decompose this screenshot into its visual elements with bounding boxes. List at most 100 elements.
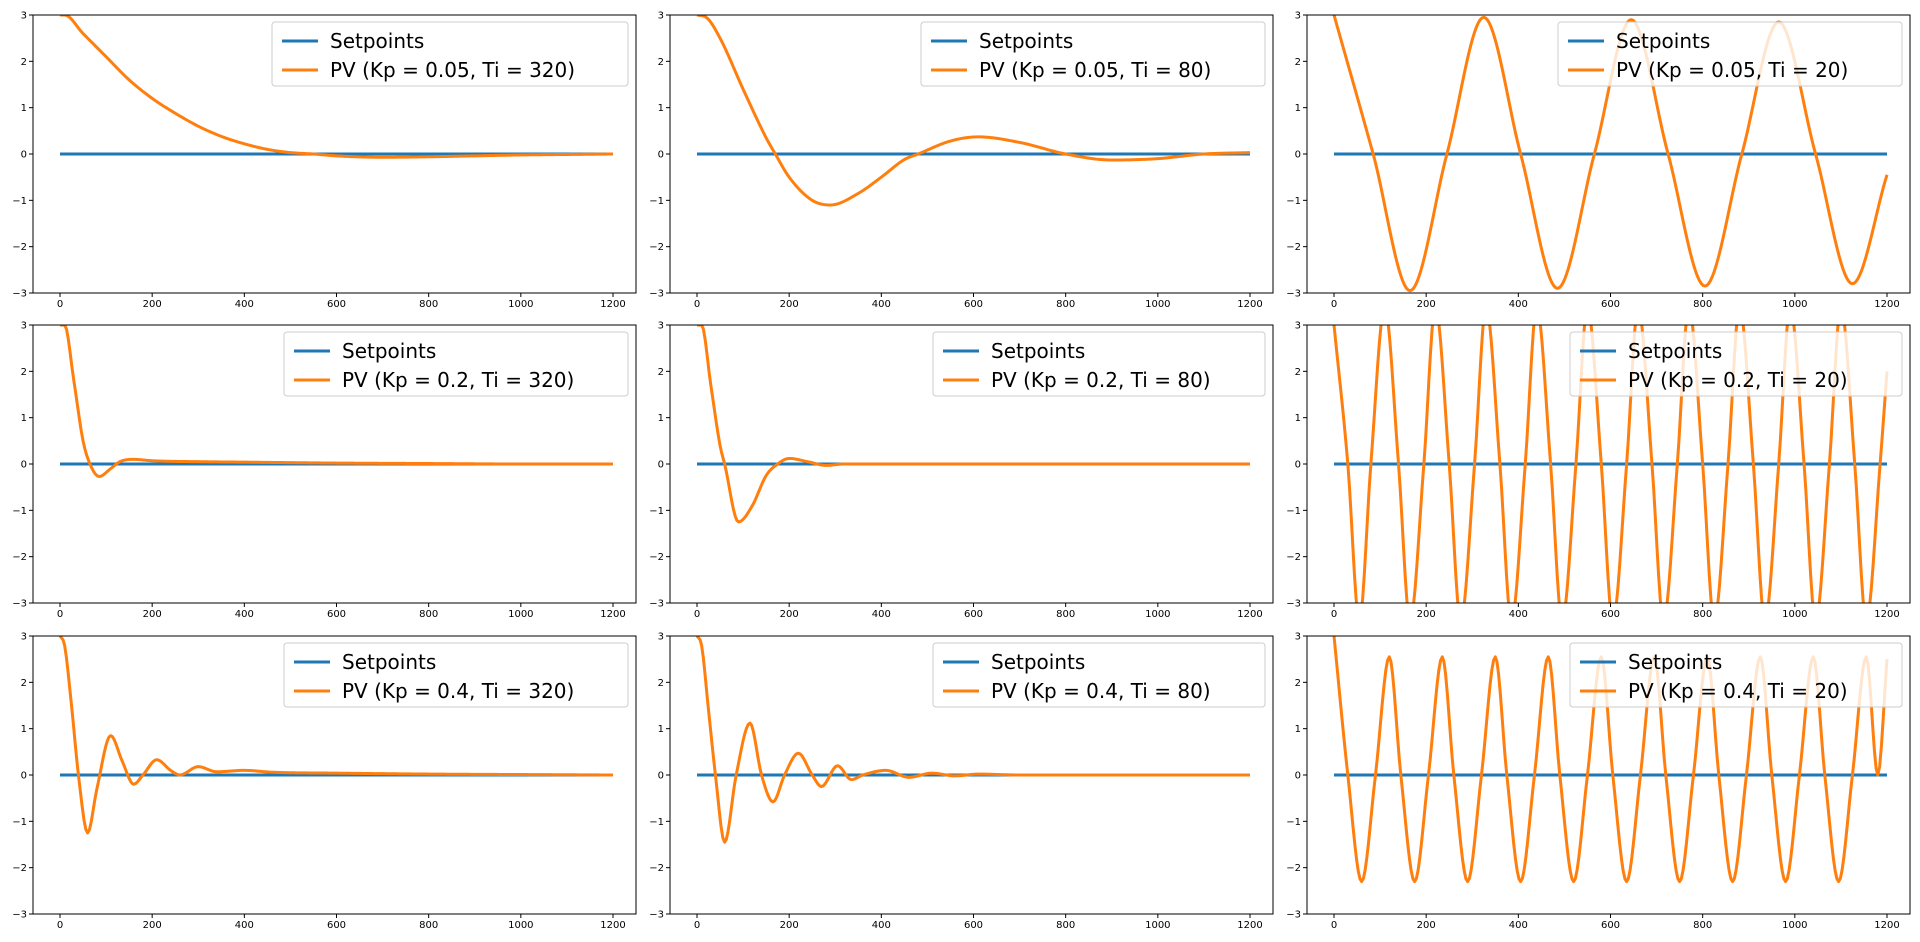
- x-tick-label: 1000: [508, 299, 533, 310]
- legend-label: PV (Kp = 0.05, Ti = 80): [979, 58, 1211, 82]
- x-tick-label: 800: [1056, 609, 1075, 620]
- legend-label: PV (Kp = 0.05, Ti = 320): [330, 58, 575, 82]
- subplot-4: 0 200 400 600 800 1000 1200 −3 −2 −1 0 1 2 3 Setpoints…: [12, 321, 637, 620]
- y-tick-label: 1: [658, 413, 664, 424]
- y-tick-label: 2: [21, 367, 27, 378]
- x-tick-label: 1000: [1782, 299, 1807, 310]
- legend: Setpoints PV (Kp = 0.2, Ti = 20): [1569, 331, 1903, 397]
- x-tick-label: 200: [1417, 299, 1436, 310]
- x-tick-label: 600: [1601, 609, 1620, 620]
- x-tick-label: 1000: [1145, 299, 1170, 310]
- subplot-6: 0 200 400 600 800 1000 1200 −3 −2 −1 0 1 2 3 Setpoints…: [1286, 321, 1911, 620]
- legend-label: PV (Kp = 0.2, Ti = 80): [991, 368, 1211, 392]
- x-tick-label: 400: [235, 920, 254, 931]
- legend-box: [932, 331, 1266, 397]
- x-tick-label: 400: [1509, 920, 1528, 931]
- y-tick-label: 1: [21, 103, 27, 114]
- legend-label: Setpoints: [1616, 29, 1710, 53]
- legend-label: Setpoints: [342, 339, 436, 363]
- x-tick-label: 200: [780, 299, 799, 310]
- y-tick-label: −2: [12, 242, 27, 253]
- subplot-7: 0 200 400 600 800 1000 1200 −3 −2 −1 0 1 2 3 Setpoints…: [12, 632, 637, 931]
- legend: Setpoints PV (Kp = 0.4, Ti = 320): [283, 642, 629, 708]
- y-tick-label: 0: [658, 460, 664, 471]
- x-tick-label: 400: [872, 920, 891, 931]
- x-tick-label: 0: [57, 609, 63, 620]
- x-tick-label: 1200: [1237, 920, 1262, 931]
- x-tick-label: 1000: [1782, 609, 1807, 620]
- x-tick-label: 400: [872, 299, 891, 310]
- y-tick-label: −3: [12, 910, 27, 921]
- x-tick-label: 600: [1601, 920, 1620, 931]
- y-tick-label: 3: [1295, 632, 1301, 643]
- y-tick-label: −1: [12, 196, 27, 207]
- pv-line: [58, 636, 614, 835]
- y-tick-label: −1: [12, 506, 27, 517]
- y-tick-label: −1: [649, 506, 664, 517]
- y-tick-label: −2: [1286, 863, 1301, 874]
- y-tick-label: 0: [21, 150, 27, 161]
- y-tick-label: −3: [649, 910, 664, 921]
- legend-box: [932, 642, 1266, 708]
- y-tick-label: −2: [649, 863, 664, 874]
- x-tick-label: 600: [327, 609, 346, 620]
- pv-line: [1332, 636, 1889, 884]
- x-tick-label: 600: [964, 609, 983, 620]
- y-tick-label: 2: [658, 57, 664, 68]
- x-tick-label: 800: [1693, 920, 1712, 931]
- subplot-2: 0 200 400 600 800 1000 1200 −3 −2 −1 0 1 2 3 Setpoints…: [649, 11, 1274, 310]
- y-tick-label: 1: [658, 724, 664, 735]
- legend-label: PV (Kp = 0.05, Ti = 20): [1616, 58, 1848, 82]
- x-tick-label: 0: [57, 920, 63, 931]
- legend-label: Setpoints: [991, 339, 1085, 363]
- legend: Setpoints PV (Kp = 0.05, Ti = 320): [271, 21, 629, 87]
- y-tick-label: 3: [1295, 11, 1301, 22]
- x-tick-label: 1000: [1145, 920, 1170, 931]
- y-tick-label: −2: [1286, 242, 1301, 253]
- legend-label: PV (Kp = 0.4, Ti = 320): [342, 679, 574, 703]
- x-tick-label: 600: [1601, 299, 1620, 310]
- x-tick-label: 1200: [1874, 299, 1899, 310]
- legend-box: [1569, 642, 1903, 708]
- pv-line: [696, 15, 1251, 207]
- y-tick-label: 2: [1295, 678, 1301, 689]
- x-tick-label: 200: [1417, 609, 1436, 620]
- y-tick-label: −3: [12, 289, 27, 300]
- x-tick-label: 0: [694, 609, 700, 620]
- legend-label: Setpoints: [1628, 339, 1722, 363]
- legend-box: [1569, 331, 1903, 397]
- y-tick-label: 3: [658, 321, 664, 332]
- y-tick-label: 3: [21, 632, 27, 643]
- legend-box: [271, 21, 629, 87]
- legend: Setpoints PV (Kp = 0.4, Ti = 80): [932, 642, 1266, 708]
- pv-line: [60, 15, 614, 159]
- x-tick-label: 1200: [600, 609, 625, 620]
- legend-label: PV (Kp = 0.4, Ti = 80): [991, 679, 1211, 703]
- pv-line: [695, 636, 1250, 844]
- x-tick-label: 0: [694, 299, 700, 310]
- y-tick-label: −1: [1286, 817, 1301, 828]
- x-tick-label: 1200: [1237, 299, 1262, 310]
- legend-box: [283, 331, 629, 397]
- x-tick-label: 800: [1693, 299, 1712, 310]
- x-tick-label: 1000: [1145, 609, 1170, 620]
- x-tick-label: 0: [1331, 299, 1337, 310]
- legend-label: Setpoints: [979, 29, 1073, 53]
- legend: Setpoints PV (Kp = 0.05, Ti = 80): [920, 21, 1266, 87]
- y-tick-label: 1: [1295, 103, 1301, 114]
- legend-label: Setpoints: [1628, 650, 1722, 674]
- legend-label: Setpoints: [330, 29, 424, 53]
- x-tick-label: 600: [964, 920, 983, 931]
- x-tick-label: 600: [964, 299, 983, 310]
- x-tick-label: 200: [143, 609, 162, 620]
- subplot-3: 0 200 400 600 800 1000 1200 −3 −2 −1 0 1 2 3 Setpoints…: [1286, 11, 1911, 310]
- x-tick-label: 0: [694, 920, 700, 931]
- legend: Setpoints PV (Kp = 0.2, Ti = 80): [932, 331, 1266, 397]
- x-tick-label: 200: [780, 920, 799, 931]
- legend: Setpoints PV (Kp = 0.05, Ti = 20): [1557, 21, 1903, 87]
- x-tick-label: 800: [1056, 299, 1075, 310]
- x-tick-label: 1000: [508, 609, 533, 620]
- y-tick-label: 2: [1295, 57, 1301, 68]
- y-tick-label: −3: [1286, 289, 1301, 300]
- y-tick-label: −1: [1286, 506, 1301, 517]
